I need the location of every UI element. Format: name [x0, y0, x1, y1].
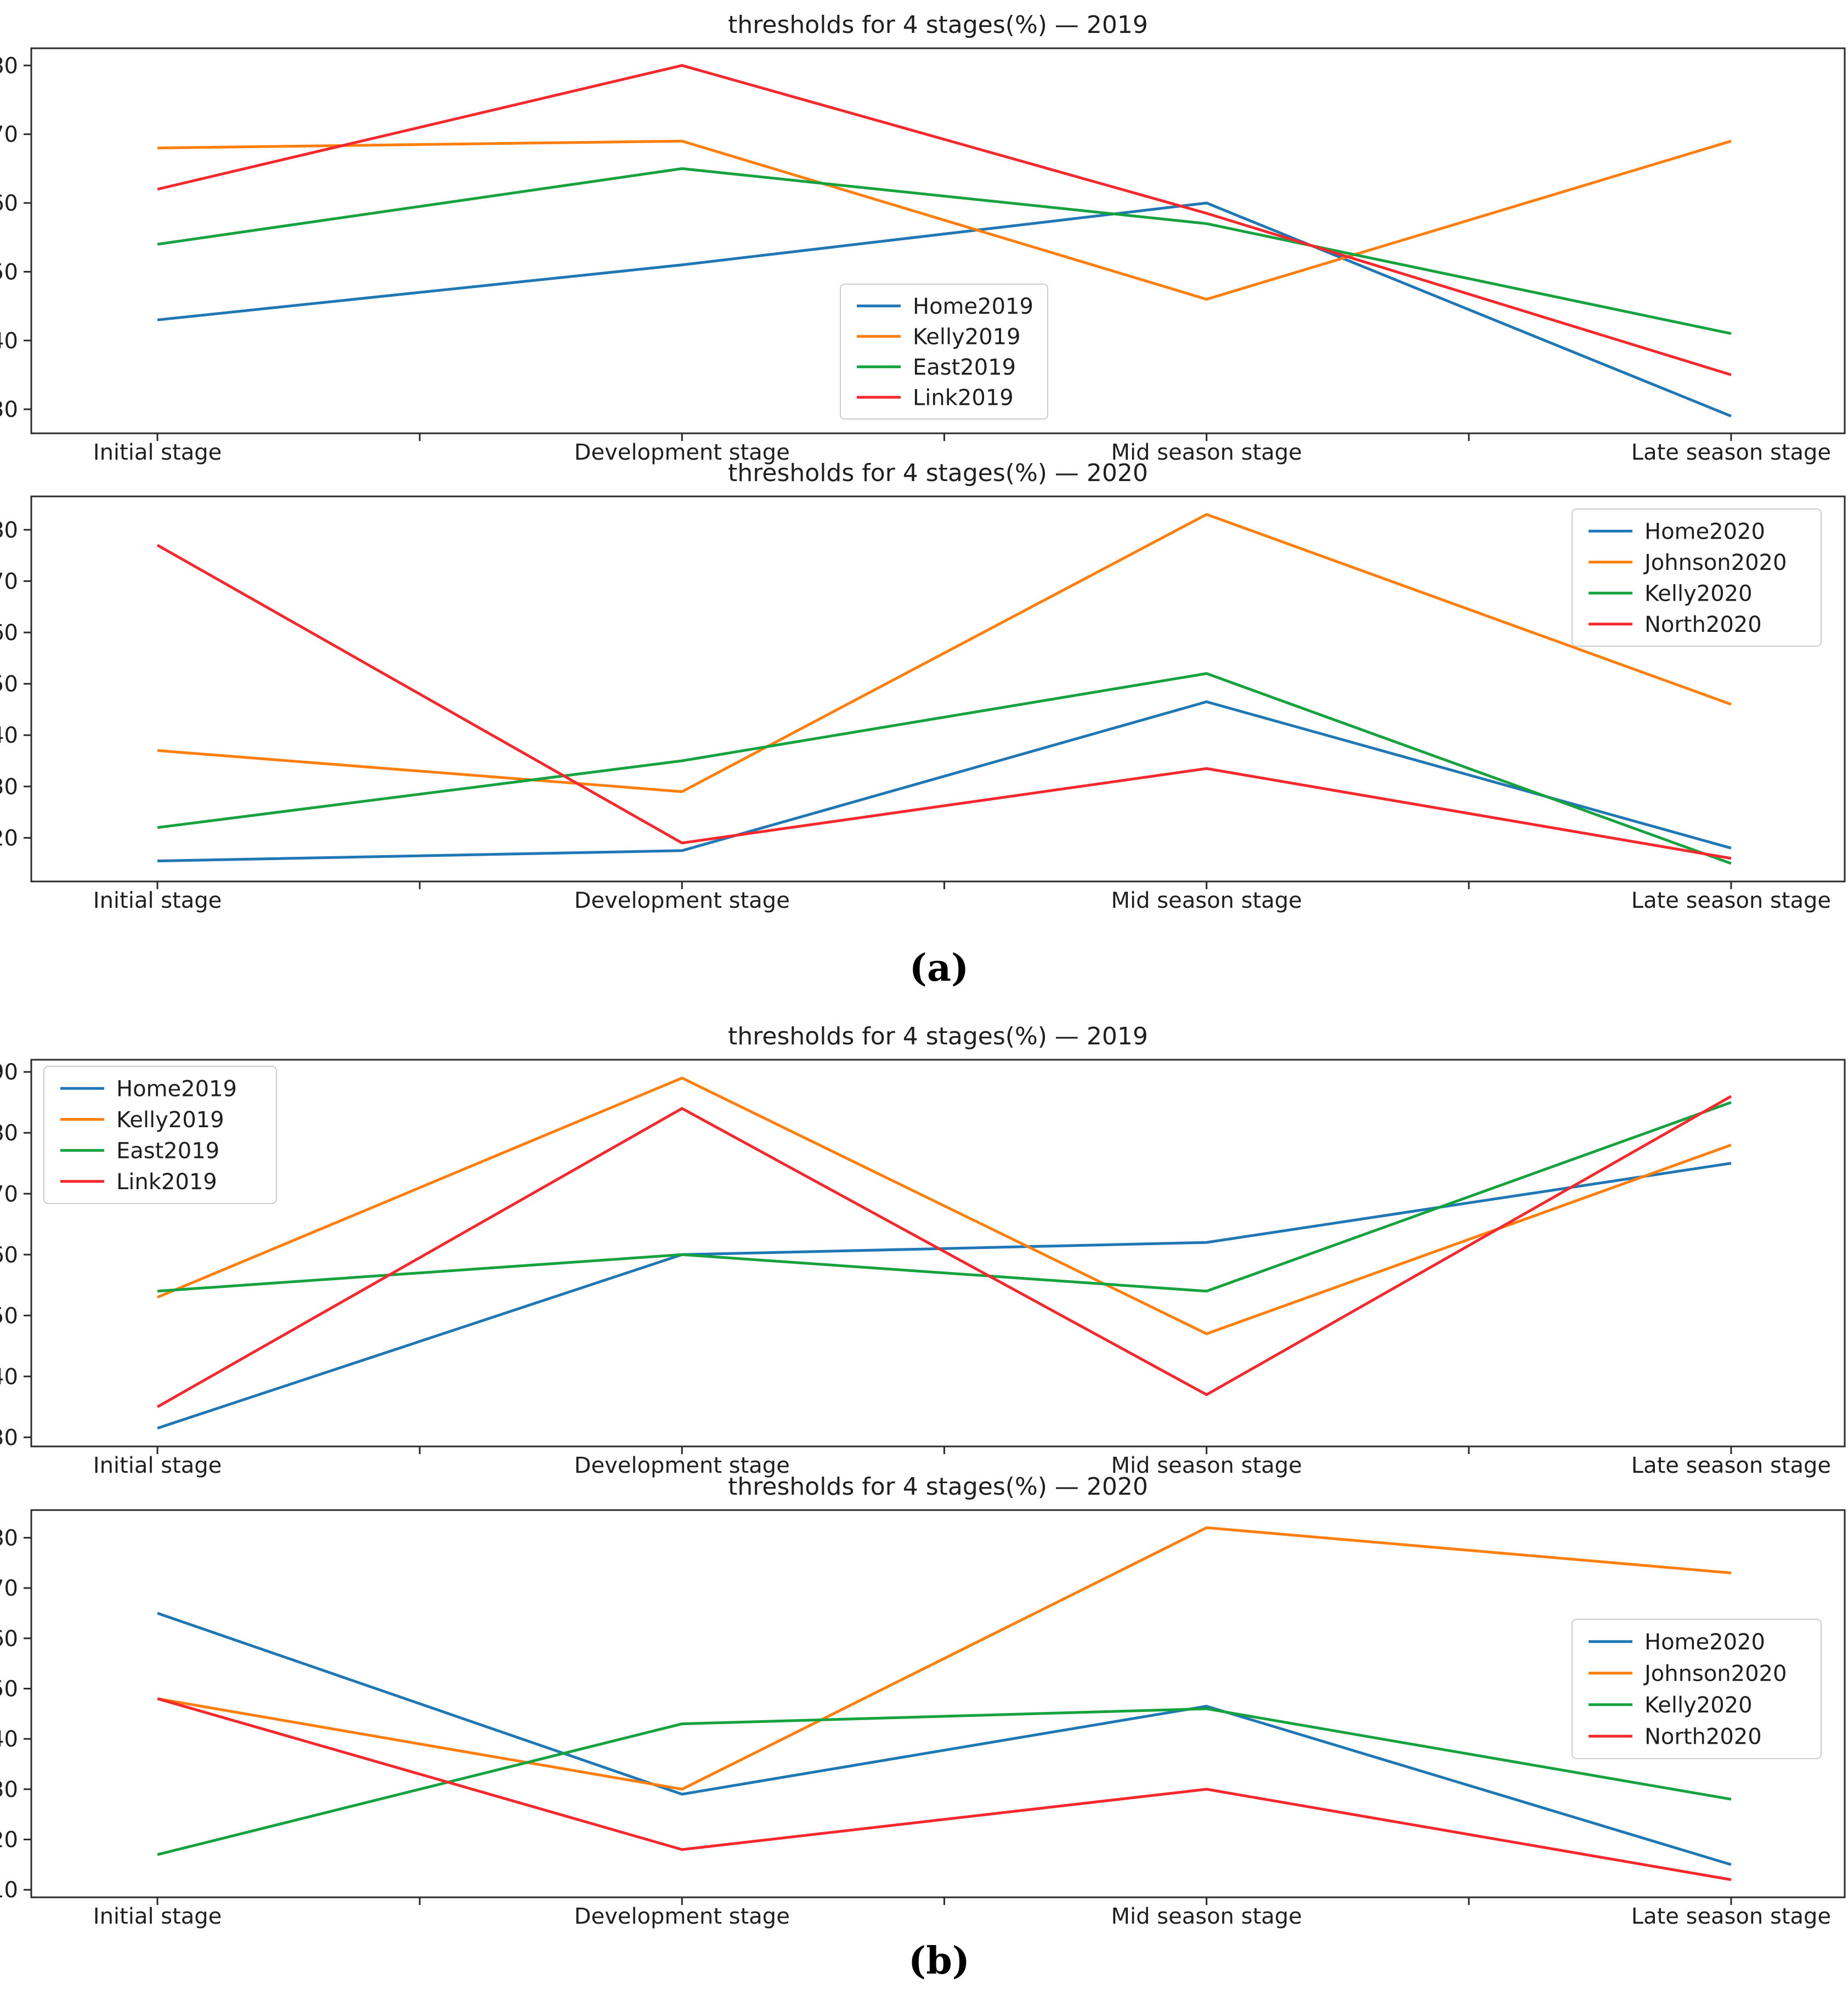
y-tick-label: 60 [0, 191, 18, 216]
legend: Home2020 Johnson2020 Kelly2020 North2020 [1572, 1619, 1822, 1759]
y-tick-label: 90 [0, 1060, 18, 1085]
series-line-North2020 [156, 544, 1732, 860]
legend-label: North2020 [1644, 612, 1762, 637]
legend-label: Johnson2020 [1643, 1661, 1787, 1686]
y-tick-label: 80 [0, 1121, 18, 1146]
y-tick-label: 70 [0, 1576, 18, 1601]
panel-label-b: (b) [908, 1939, 970, 1983]
x-tick-label: Late season stage [1631, 440, 1831, 465]
y-tick-label: 60 [0, 1626, 18, 1652]
series-line-Johnson2020 [157, 513, 1732, 793]
chart-b-2020: thresholds for 4 stages(%) — 2020 10 20 30 4… [0, 1473, 1846, 1929]
y-tick-label: 20 [0, 826, 18, 851]
legend-box [43, 1066, 277, 1204]
y-tick-label: 40 [0, 723, 18, 748]
x-tick-label: Development stage [574, 440, 790, 465]
y-tick-label: 30 [0, 1777, 18, 1802]
legend-label: Home2019 [116, 1076, 237, 1101]
series-line-Kelly2019 [157, 1076, 1732, 1336]
x-tick-label: Development stage [574, 1904, 790, 1929]
series-line-Johnson2020 [157, 1526, 1732, 1791]
legend-label: East2019 [913, 355, 1016, 380]
y-tick-label: 20 [0, 1828, 18, 1853]
x-tick-label: Mid season stage [1111, 1453, 1302, 1478]
series-line-Kelly2020 [157, 1707, 1732, 1856]
y-tick-label: 70 [0, 122, 18, 148]
series-line-Home2019 [157, 201, 1732, 418]
x-tick-label: Mid season stage [1111, 440, 1302, 465]
legend-label: Kelly2020 [1644, 1693, 1753, 1718]
y-tick-label: 30 [0, 775, 18, 800]
chart-title: thresholds for 4 stages(%) — 2019 [728, 11, 1148, 39]
y-tick-label: 70 [0, 1182, 18, 1207]
legend: Home2020 Johnson2020 Kelly2020 North2020 [1572, 508, 1822, 647]
plot-frame [30, 495, 1846, 883]
legend-label: Home2019 [913, 294, 1033, 319]
series-line-Kelly2020 [157, 672, 1732, 865]
y-tick-label: 40 [0, 1364, 18, 1389]
y-tick-label: 80 [0, 1525, 18, 1551]
x-tick-label: Late season stage [1631, 1904, 1831, 1929]
legend-label: Kelly2020 [1644, 581, 1753, 606]
series-line-Home2019 [157, 1162, 1732, 1430]
y-tick-label: 50 [0, 259, 18, 285]
legend-label: Kelly2019 [116, 1107, 224, 1133]
legend-box [1572, 1619, 1822, 1759]
legend: Home2019 Kelly2019 East2019 Link2019 [840, 284, 1048, 420]
y-tick-label: 50 [0, 672, 18, 697]
legend-label: Kelly2019 [913, 324, 1021, 349]
x-tick-label: Initial stage [93, 1453, 222, 1478]
legend: Home2019 Kelly2019 East2019 Link2019 [43, 1066, 277, 1204]
legend-box [840, 284, 1048, 420]
y-tick-label: 80 [0, 53, 18, 78]
y-tick-label: 60 [0, 1242, 18, 1268]
panel-label-a: (a) [909, 946, 969, 990]
chart-a-2019: thresholds for 4 stages(%) — 2019 30 40 50 6… [0, 11, 1846, 465]
plot-frame [30, 1509, 1846, 1898]
series-line-Link2019 [157, 64, 1732, 376]
x-tick-label: Mid season stage [1111, 1904, 1302, 1929]
series-line-North2020 [157, 1697, 1732, 1881]
legend-label: Home2020 [1644, 519, 1765, 544]
chart-title: thresholds for 4 stages(%) — 2020 [728, 459, 1148, 487]
x-tick-label: Initial stage [93, 1904, 222, 1929]
legend-label: Johnson2020 [1643, 550, 1787, 575]
y-tick-label: 80 [0, 518, 18, 543]
y-tick-label: 60 [0, 620, 18, 646]
x-tick-label: Development stage [574, 1453, 790, 1478]
chart-title: thresholds for 4 stages(%) — 2019 [728, 1022, 1148, 1050]
series-line-Home2020 [157, 700, 1732, 863]
y-tick-label: 40 [0, 329, 18, 354]
x-tick-label: Mid season stage [1111, 888, 1302, 913]
plot-frame [30, 1059, 1846, 1448]
y-tick-label: 40 [0, 1727, 18, 1752]
y-tick-label: 10 [0, 1878, 18, 1903]
legend-label: Home2020 [1644, 1630, 1765, 1655]
legend-label: Link2019 [913, 385, 1014, 410]
chart-title: thresholds for 4 stages(%) — 2020 [728, 1473, 1148, 1501]
legend-box [1572, 508, 1822, 647]
plot-frame [30, 47, 1846, 434]
series-line-Home2020 [157, 1612, 1732, 1866]
series-line-East2019 [157, 167, 1732, 335]
series-line-Link2019 [156, 1095, 1732, 1408]
y-tick-label: 30 [0, 397, 18, 422]
x-tick-label: Initial stage [93, 888, 222, 913]
x-tick-label: Late season stage [1631, 888, 1831, 913]
legend-label: Link2019 [116, 1169, 217, 1195]
y-tick-label: 70 [0, 569, 18, 594]
chart-a-2020: thresholds for 4 stages(%) — 2020 20 30 40 5… [0, 459, 1846, 913]
y-tick-label: 50 [0, 1676, 18, 1702]
x-tick-label: Development stage [574, 888, 790, 913]
series-line-Kelly2019 [157, 139, 1732, 301]
series-line-East2019 [157, 1101, 1732, 1293]
y-tick-label: 30 [0, 1425, 18, 1450]
y-tick-label: 50 [0, 1303, 18, 1329]
legend-label: East2019 [116, 1138, 219, 1163]
legend-label: North2020 [1644, 1724, 1762, 1749]
chart-b-2019: thresholds for 4 stages(%) — 2019 30 40 50 6… [0, 1022, 1846, 1478]
x-tick-label: Initial stage [93, 440, 222, 465]
x-tick-label: Late season stage [1631, 1453, 1831, 1478]
